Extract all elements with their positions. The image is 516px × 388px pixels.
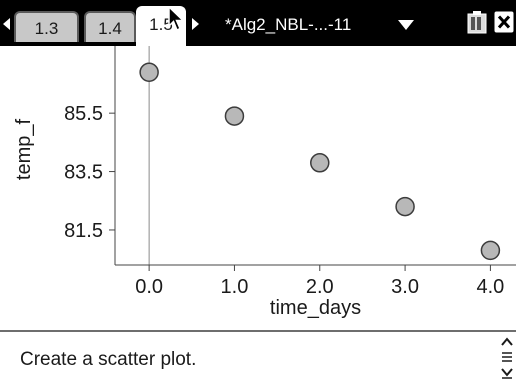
entry-line-text: Create a scatter plot. xyxy=(20,349,197,370)
data-point[interactable] xyxy=(480,240,501,261)
battery-icon xyxy=(467,11,487,34)
divider xyxy=(0,330,516,332)
data-point[interactable] xyxy=(139,62,159,83)
tab-scroll-left-icon[interactable] xyxy=(3,18,10,30)
document-title[interactable]: *Alg2_NBL-...-11 xyxy=(225,15,352,34)
close-icon[interactable] xyxy=(494,11,514,33)
tab-label: 1.5 xyxy=(149,15,173,34)
data-point[interactable] xyxy=(395,196,415,217)
chevron-down-icon[interactable] xyxy=(398,20,414,30)
tab-bar: 1.3 1.4 1.5 *Alg2_NBL-...-11 xyxy=(0,0,516,46)
tab-label: 1.3 xyxy=(34,19,59,38)
data-point[interactable] xyxy=(224,106,245,126)
data-point[interactable] xyxy=(310,153,330,173)
x-tick-label: 0.0 xyxy=(135,276,163,298)
x-tick-label: 3.0 xyxy=(391,276,419,298)
x-tick-label: 1.0 xyxy=(221,276,249,298)
tab-label: 1.4 xyxy=(98,19,122,38)
mouse-pointer-icon xyxy=(168,6,185,32)
x-axis-label[interactable]: time_days xyxy=(270,297,361,319)
y-tick-label: 83.5 xyxy=(64,162,103,184)
scroll-arrows-icon[interactable] xyxy=(500,336,514,381)
x-tick-label: 4.0 xyxy=(476,276,504,298)
scatter-plot[interactable]: 0.0 1.0 2.0 3.0 4.0 81.5 83.5 85.5 time_days t… xyxy=(0,46,516,330)
y-axis-label[interactable]: temp_f xyxy=(13,118,35,180)
y-tick-label: 85.5 xyxy=(64,103,103,125)
tab-scroll-right-icon[interactable] xyxy=(192,18,199,30)
tab-1-4[interactable]: 1.4 xyxy=(84,11,136,42)
entry-line[interactable]: Create a scatter plot. xyxy=(0,332,500,383)
x-tick-label: 2.0 xyxy=(306,276,334,298)
y-tick-label: 81.5 xyxy=(64,220,103,242)
tab-1-3[interactable]: 1.3 xyxy=(14,11,79,42)
